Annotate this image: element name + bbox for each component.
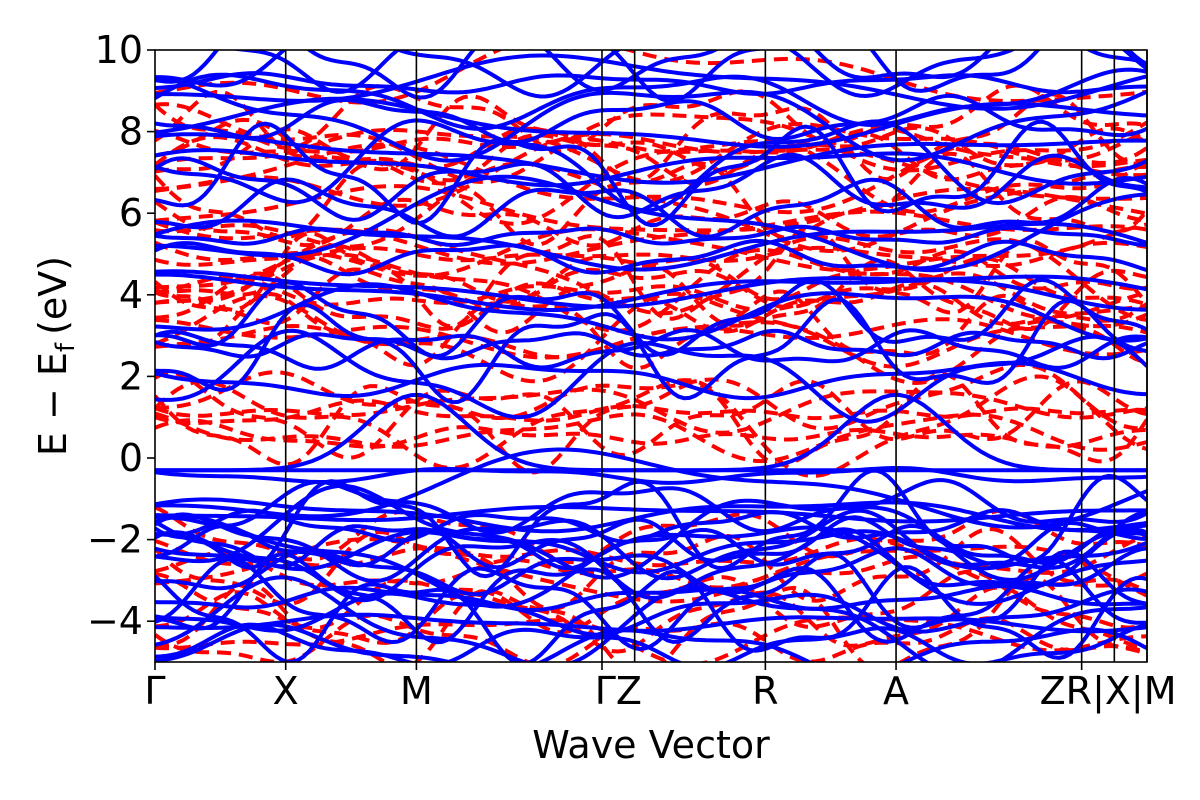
dashed-band bbox=[155, 362, 1147, 431]
dashed-band bbox=[155, 102, 1147, 184]
y-tick-label: 2 bbox=[119, 354, 143, 398]
dashed-band bbox=[155, 320, 1147, 369]
dashed-band bbox=[155, 50, 1147, 105]
dashed-band bbox=[155, 161, 1147, 254]
y-axis-title: E − Ef (eV) bbox=[31, 256, 81, 456]
solid-band bbox=[155, 118, 1147, 213]
dashed-band bbox=[155, 117, 1147, 173]
x-tick-label: ZR|X|M bbox=[1040, 669, 1177, 714]
solid-band bbox=[232, 50, 1147, 94]
y-tick-label: 0 bbox=[119, 436, 143, 480]
dashed-band bbox=[155, 374, 1147, 478]
solid-band bbox=[155, 529, 1147, 575]
x-tick-label: X bbox=[273, 669, 299, 713]
dashed-band bbox=[155, 132, 1147, 208]
solid-band bbox=[155, 175, 1147, 239]
solid-band bbox=[155, 152, 1147, 222]
solid-band bbox=[155, 447, 1147, 530]
solid-band bbox=[155, 119, 1147, 228]
y-axis-ticks: −4 −2 0 2 4 6 8 10 bbox=[87, 28, 155, 643]
dashed-band bbox=[155, 141, 1147, 215]
solid-band bbox=[155, 50, 1147, 103]
solid-band bbox=[155, 508, 1147, 584]
solid-band bbox=[155, 71, 1147, 96]
dashed-band bbox=[155, 222, 1147, 278]
y-tick-label: 8 bbox=[119, 110, 143, 154]
y-tick-label: −2 bbox=[87, 518, 143, 562]
solid-band bbox=[155, 174, 1147, 273]
y-axis-title-subscript: f bbox=[51, 342, 81, 352]
solid-band bbox=[155, 282, 1147, 343]
solid-band bbox=[155, 622, 1147, 662]
solid-band bbox=[155, 360, 1147, 401]
solid-band bbox=[155, 269, 1147, 309]
plot-frame bbox=[154, 49, 1148, 663]
solid-band bbox=[155, 515, 1147, 570]
dashed-band-series bbox=[155, 50, 1147, 662]
dashed-band bbox=[155, 527, 1147, 612]
x-tick-label: R bbox=[752, 669, 778, 713]
dashed-band bbox=[155, 569, 1147, 635]
solid-band bbox=[155, 132, 1147, 185]
x-tick-label: ΓZ bbox=[595, 669, 642, 713]
x-tick-label: A bbox=[883, 669, 909, 713]
y-axis-title-main: E − E bbox=[31, 352, 75, 456]
dashed-band bbox=[155, 254, 1147, 311]
dashed-band bbox=[155, 134, 1147, 226]
dashed-band bbox=[155, 615, 1147, 662]
solid-band-series bbox=[155, 50, 1147, 662]
solid-band bbox=[155, 565, 1147, 662]
solid-band bbox=[155, 218, 1147, 272]
solid-band bbox=[155, 75, 1147, 163]
y-tick-label: 6 bbox=[119, 191, 143, 235]
y-axis-title-unit: (eV) bbox=[31, 256, 75, 335]
dashed-band bbox=[155, 240, 1147, 268]
solid-band bbox=[155, 328, 1147, 371]
solid-band bbox=[155, 272, 1147, 312]
y-tick-label: 4 bbox=[119, 273, 143, 317]
solid-band bbox=[155, 148, 1147, 188]
svg-text:E − Ef(eV): E − Ef (eV) bbox=[31, 256, 81, 456]
solid-band bbox=[155, 277, 1147, 359]
dashed-band bbox=[155, 83, 1147, 154]
y-tick-label: 10 bbox=[95, 28, 143, 72]
dashed-band bbox=[155, 387, 1147, 435]
solid-band bbox=[155, 238, 1147, 277]
solid-band bbox=[155, 478, 1147, 535]
solid-band bbox=[155, 468, 1147, 579]
x-axis-title: Wave Vector bbox=[532, 723, 770, 767]
dashed-band bbox=[155, 398, 1147, 425]
solid-band bbox=[155, 483, 1147, 582]
solid-band bbox=[155, 612, 1147, 634]
dashed-band bbox=[155, 418, 1147, 449]
solid-band bbox=[155, 53, 1147, 111]
dashed-band bbox=[155, 370, 1147, 460]
dashed-band bbox=[155, 194, 1147, 248]
x-axis-ticks: Γ X M ΓZ R A ZR|X|M bbox=[144, 662, 1177, 714]
y-tick-label: −4 bbox=[87, 599, 143, 643]
x-tick-label: Γ bbox=[144, 669, 165, 713]
dashed-band bbox=[155, 371, 1147, 475]
solid-band bbox=[155, 527, 1147, 603]
solid-band bbox=[155, 297, 1147, 405]
x-tick-label: M bbox=[400, 669, 433, 713]
solid-band bbox=[155, 392, 1147, 473]
solid-band bbox=[155, 584, 1147, 612]
solid-band bbox=[155, 505, 1147, 524]
solid-band bbox=[155, 497, 1147, 534]
dashed-band bbox=[155, 225, 1147, 329]
